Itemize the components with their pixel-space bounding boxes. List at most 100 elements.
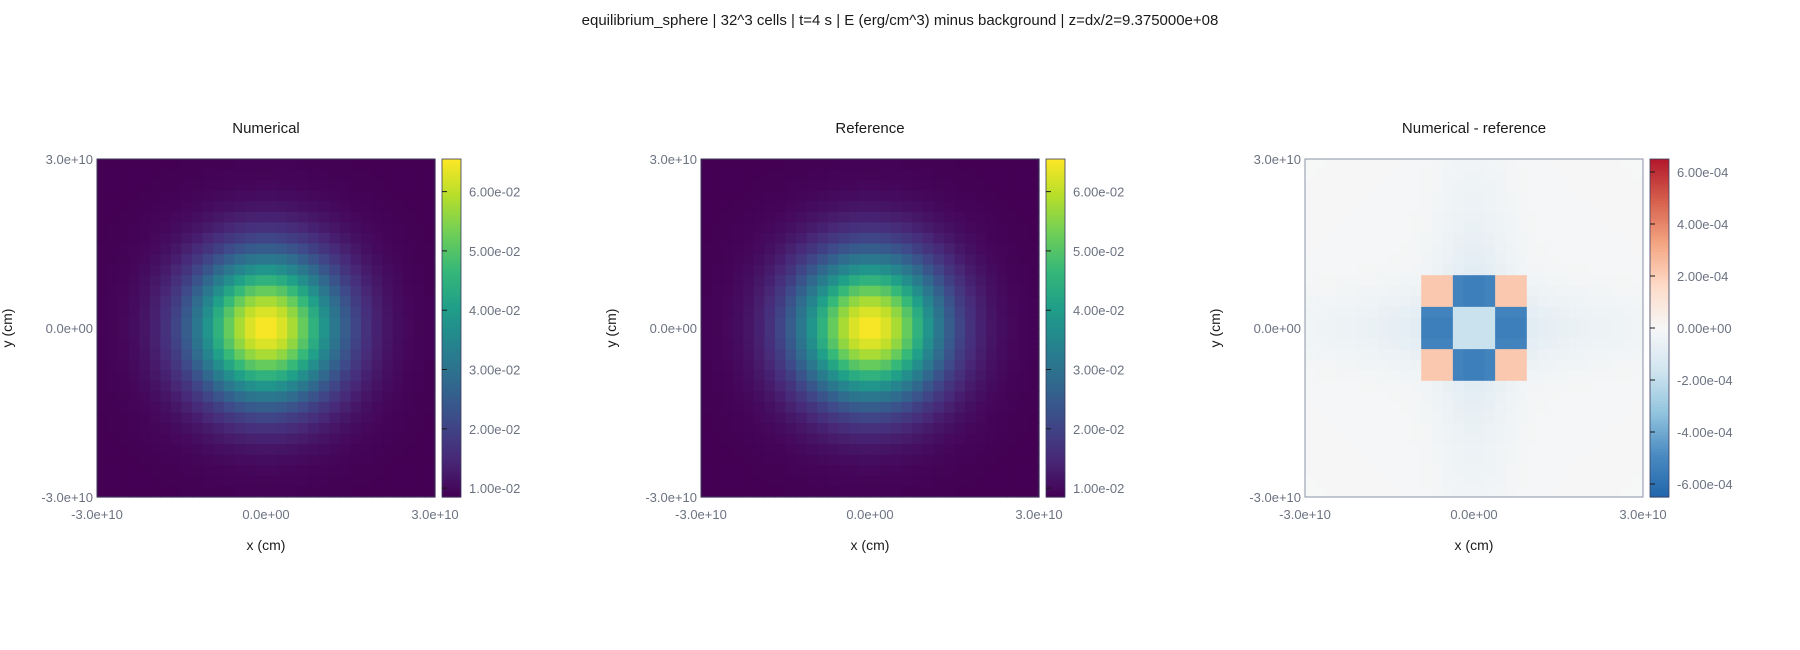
heatmap-cell [1421, 423, 1433, 435]
heatmap-cell [392, 380, 404, 392]
colorbar-segment [442, 488, 461, 492]
heatmap-cell [213, 190, 225, 202]
heatmap-cell [870, 296, 882, 308]
heatmap-cell [943, 180, 956, 192]
heatmap-cell [1017, 254, 1030, 266]
heatmap-cell [1463, 254, 1475, 266]
colorbar-segment [1046, 395, 1065, 400]
heatmap-cell [1315, 159, 1327, 171]
heatmap-cell [1632, 423, 1644, 435]
colorbar-segment [1650, 167, 1669, 171]
heatmap-cell [213, 380, 225, 392]
heatmap-cell [1442, 412, 1454, 424]
heatmap-cell [128, 423, 140, 435]
heatmap-cell [1484, 243, 1496, 255]
colorbar-segment [1046, 432, 1065, 436]
heatmap-cell [297, 243, 309, 255]
heatmap-cell [1305, 190, 1317, 202]
heatmap-cell [1590, 211, 1602, 223]
colorbar-segment [1650, 299, 1669, 304]
heatmap-cell [266, 306, 278, 319]
heatmap-cell [118, 296, 130, 308]
heatmap-cell [318, 232, 330, 245]
heatmap-cell [149, 465, 161, 477]
heatmap-cell [764, 412, 776, 424]
heatmap-cell [1368, 317, 1380, 329]
heatmap-cell [297, 412, 309, 424]
heatmap-cell [128, 401, 140, 414]
heatmap-cell [1421, 159, 1433, 171]
heatmap-cell [933, 159, 945, 171]
heatmap-cell [1547, 222, 1560, 234]
heatmap-cell [859, 486, 871, 498]
colorbar-segment [1046, 378, 1065, 383]
heatmap-cell [403, 296, 415, 308]
colorbar-segment [442, 302, 461, 307]
heatmap-cell [160, 264, 172, 276]
colorbar-segment [1046, 435, 1065, 439]
heatmap-cell [965, 475, 977, 488]
heatmap-cell [1357, 232, 1369, 245]
heatmap-cell [1537, 380, 1549, 392]
heatmap-cell [1474, 285, 1486, 297]
heatmap-cell [181, 423, 193, 435]
heatmap-cell [722, 222, 734, 234]
heatmap-cell [1621, 306, 1634, 319]
heatmap-cell [986, 306, 998, 319]
heatmap-cell [743, 444, 755, 456]
heatmap-cell [711, 454, 723, 466]
heatmap-cell [308, 211, 320, 223]
colorbar-segment [442, 375, 461, 380]
colorbar-segment [1650, 173, 1669, 177]
heatmap-cell [933, 454, 945, 466]
heatmap-cell [339, 475, 352, 488]
heatmap-cell [743, 296, 755, 308]
heatmap-cell [1621, 359, 1634, 371]
colorbar-segment [1046, 415, 1065, 419]
heatmap-cell [1495, 370, 1507, 382]
heatmap-cell [848, 338, 861, 350]
heatmap-cell [1442, 349, 1454, 361]
colorbar-segment [1650, 170, 1669, 174]
heatmap-cell [1558, 285, 1570, 297]
heatmap-cell [223, 275, 235, 287]
heatmap-cell [255, 243, 267, 255]
heatmap-cell [403, 465, 415, 477]
heatmap-cell [986, 401, 998, 414]
heatmap-cell [891, 296, 903, 308]
heatmap-cell [996, 243, 1008, 255]
heatmap-cell [711, 338, 723, 350]
heatmap-cell [1410, 201, 1422, 213]
heatmap-cell [1326, 475, 1338, 488]
heatmap-cell [701, 454, 713, 466]
heatmap-cell [838, 444, 850, 456]
heatmap-cell [287, 232, 299, 245]
heatmap-cell [722, 285, 734, 297]
heatmap-cell [975, 465, 987, 477]
heatmap-cell [1547, 159, 1560, 171]
colorbar-segment [442, 282, 461, 287]
heatmap-cell [1621, 232, 1634, 245]
heatmap-cell [943, 412, 956, 424]
heatmap-cell [413, 306, 426, 319]
heatmap-cell [701, 190, 713, 202]
heatmap-cell [107, 296, 119, 308]
heatmap-cell [785, 211, 797, 223]
heatmap-cell [954, 275, 966, 287]
heatmap-cell [891, 338, 903, 350]
heatmap-cell [1315, 412, 1327, 424]
heatmap-cell [1558, 180, 1570, 192]
heatmap-cell [922, 232, 934, 245]
heatmap-cell [933, 391, 945, 403]
heatmap-cell [329, 370, 341, 382]
colorbar-segment [442, 167, 461, 171]
heatmap-cell [1442, 169, 1454, 181]
heatmap-cell [1442, 391, 1454, 403]
heatmap-cell [1579, 486, 1591, 498]
heatmap-cell [276, 391, 288, 403]
heatmap-cell [996, 486, 1008, 498]
heatmap-cell [329, 433, 341, 445]
heatmap-cell [753, 486, 765, 498]
heatmap-cell [1526, 454, 1538, 466]
heatmap-cell [266, 317, 278, 329]
